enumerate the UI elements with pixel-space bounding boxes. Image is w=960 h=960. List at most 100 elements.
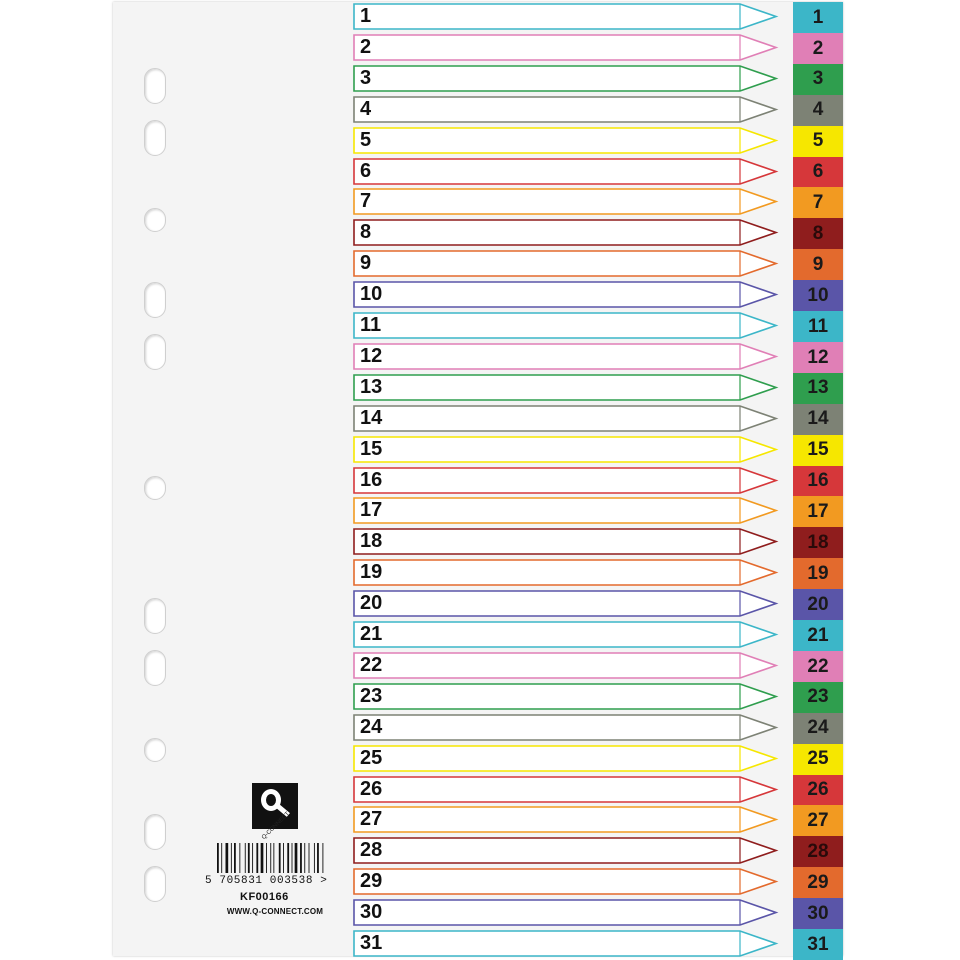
index-row-number: 15: [360, 437, 383, 460]
index-row-number: 24: [360, 715, 383, 738]
index-row-outline: [353, 621, 779, 648]
index-row-outline: [353, 435, 779, 463]
color-tab[interactable]: 29: [793, 867, 843, 899]
color-tab[interactable]: 19: [793, 558, 843, 590]
index-row-number: 8: [360, 221, 372, 244]
color-tab[interactable]: 26: [793, 774, 843, 806]
index-row-outline: [353, 3, 779, 30]
index-row-number: 10: [360, 283, 383, 306]
index-row-outline: [353, 373, 779, 401]
index-row-number: 29: [360, 870, 383, 893]
punched-hole: [144, 68, 166, 104]
index-row-outline: [353, 868, 779, 895]
punched-hole: [144, 814, 166, 850]
color-tab[interactable]: 20: [793, 589, 843, 621]
index-row-outline: [353, 219, 779, 247]
index-row-outline: [353, 775, 779, 803]
color-tab[interactable]: 21: [793, 620, 843, 652]
color-tab[interactable]: 28: [793, 836, 843, 868]
index-row-outline: [353, 652, 779, 679]
index-row-outline: [353, 837, 779, 865]
color-tab[interactable]: 24: [793, 712, 843, 745]
index-row-outline: [353, 744, 779, 772]
color-tab[interactable]: 14: [793, 403, 843, 436]
color-tab[interactable]: 4: [793, 94, 843, 127]
index-row-number: 16: [360, 468, 383, 491]
color-tab[interactable]: 9: [793, 249, 843, 281]
index-row-number: 19: [360, 561, 383, 584]
punched-hole: [144, 208, 166, 232]
punched-hole: [144, 334, 166, 370]
index-row-number: 27: [360, 808, 383, 831]
color-tab[interactable]: 5: [793, 125, 843, 157]
color-tab[interactable]: 25: [793, 743, 843, 775]
index-row-outline: [353, 188, 779, 216]
punched-hole: [144, 598, 166, 634]
index-row-outline: [353, 64, 779, 92]
index-row-outline: [353, 899, 779, 926]
color-tab[interactable]: 2: [793, 32, 843, 65]
index-row-outline: [353, 806, 779, 834]
index-row-number: 4: [360, 97, 372, 120]
index-row-outline: [353, 528, 779, 556]
index-row-outline: [353, 95, 779, 123]
color-tab[interactable]: 11: [793, 311, 843, 343]
barcode-number: 5 705831 003538 >: [205, 875, 328, 887]
color-tab[interactable]: 23: [793, 681, 843, 714]
index-row-number: 30: [360, 901, 383, 924]
color-tab[interactable]: 3: [793, 63, 843, 96]
index-row-outline: [353, 250, 779, 277]
color-tab[interactable]: 30: [793, 898, 843, 930]
punched-hole: [144, 650, 166, 686]
color-tab[interactable]: 18: [793, 527, 843, 559]
index-row-outline: [353, 590, 779, 617]
color-tab[interactable]: 8: [793, 218, 843, 250]
punched-hole: [144, 476, 166, 500]
color-tab[interactable]: 7: [793, 187, 843, 219]
color-tab[interactable]: 27: [793, 805, 843, 837]
index-row-outline: [353, 34, 779, 61]
color-tab[interactable]: 10: [793, 280, 843, 312]
color-tab[interactable]: 22: [793, 650, 843, 683]
index-row-number: 18: [360, 530, 383, 553]
website-url: WWW.Q-CONNECT.COM: [226, 907, 324, 916]
color-tab[interactable]: 13: [793, 372, 843, 405]
color-tab[interactable]: 31: [793, 929, 843, 960]
index-row-outline: [353, 559, 779, 586]
punched-hole: [144, 866, 166, 902]
product-code: KF00166: [240, 891, 289, 903]
color-tab[interactable]: 12: [793, 341, 843, 374]
index-row-outline: [353, 126, 779, 154]
index-row-outline: [353, 713, 779, 741]
index-row-number: 5: [360, 128, 372, 151]
index-row-number: 25: [360, 746, 383, 769]
punched-hole: [144, 282, 166, 318]
index-row-number: 31: [360, 932, 383, 954]
index-row-number: 23: [360, 684, 383, 707]
index-row-number: 20: [360, 592, 383, 615]
index-row-number: 11: [360, 314, 382, 336]
index-row-number: 26: [360, 777, 383, 800]
color-tab[interactable]: 16: [793, 465, 843, 497]
color-tab[interactable]: 15: [793, 434, 843, 466]
index-row-number: 9: [360, 252, 372, 275]
index-row-outline: [353, 343, 779, 370]
index-row-outline: [353, 930, 779, 957]
q-connect-logo-icon: [252, 783, 298, 829]
color-tab[interactable]: 1: [793, 2, 843, 34]
index-row-number: 1: [360, 5, 372, 27]
index-row-outline: [353, 497, 779, 525]
index-row-outline: [353, 682, 779, 710]
index-row-outline: [353, 312, 779, 339]
index-row-number: 7: [360, 190, 372, 213]
index-row-number: 21: [360, 623, 383, 645]
punched-hole: [144, 738, 166, 762]
index-row-number: 2: [360, 35, 372, 58]
punched-hole: [144, 120, 166, 156]
index-row-outline: [353, 404, 779, 432]
color-tab[interactable]: 17: [793, 496, 843, 528]
index-row-number: 22: [360, 653, 383, 676]
index-row-number: 14: [360, 406, 383, 429]
color-tab[interactable]: 6: [793, 156, 843, 188]
